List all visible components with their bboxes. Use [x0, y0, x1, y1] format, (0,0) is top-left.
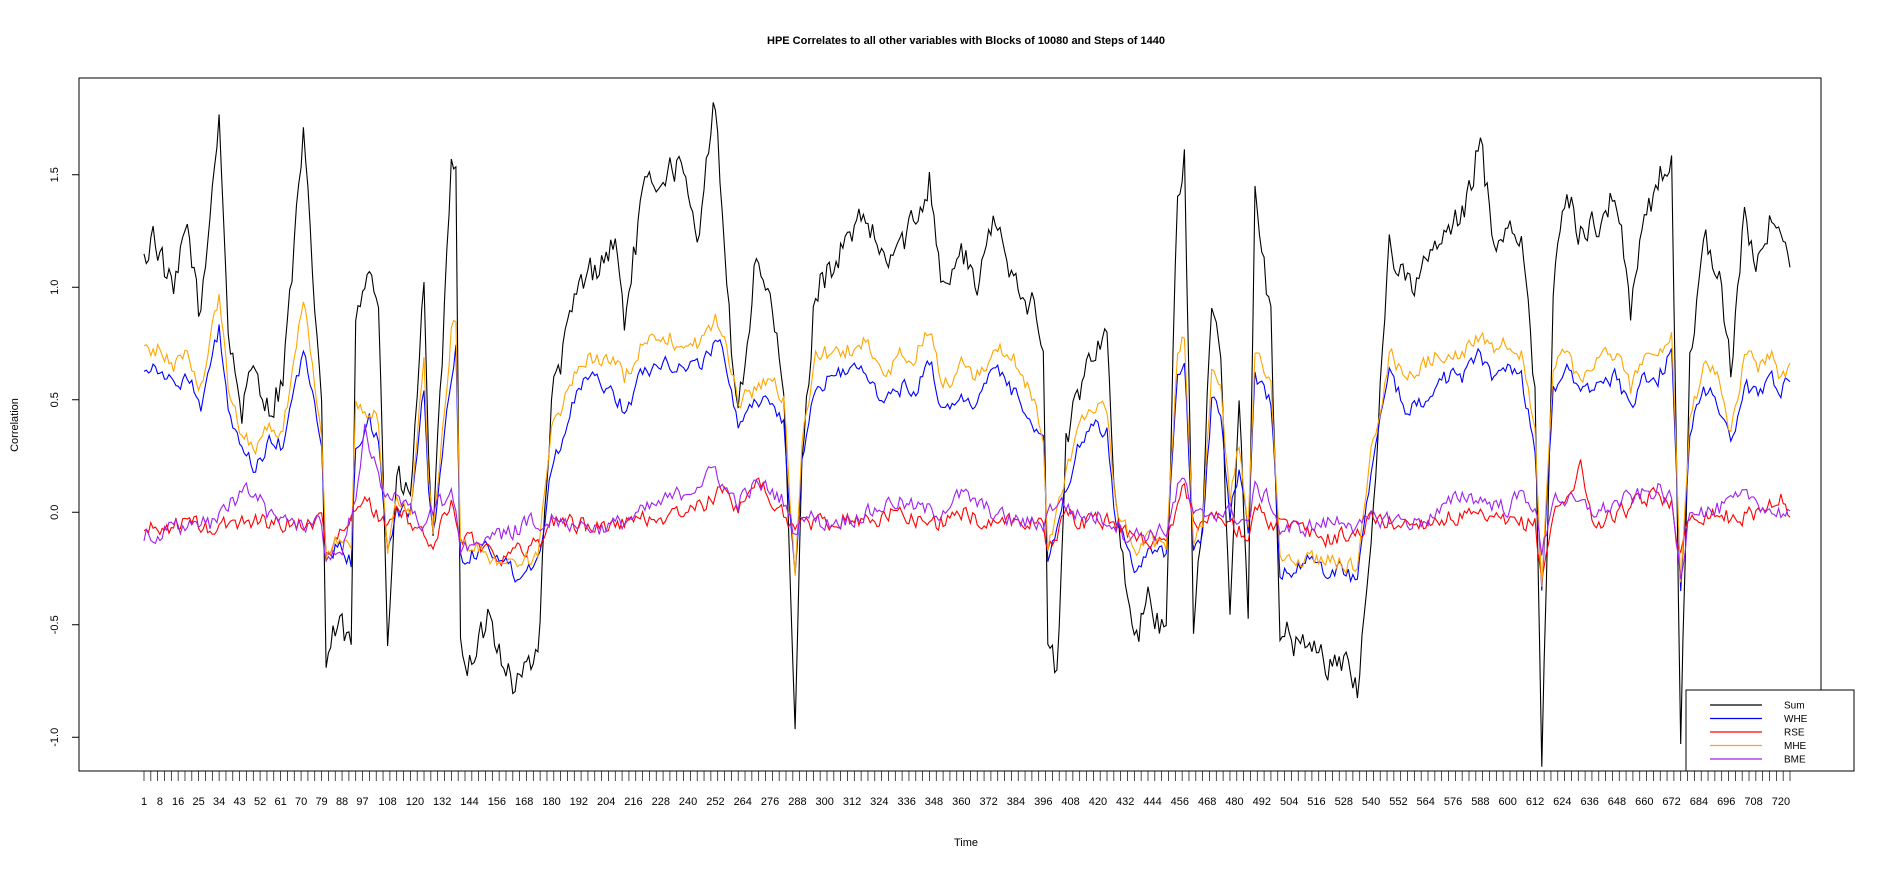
x-tick-label: 384	[1007, 796, 1025, 808]
x-tick-label: 624	[1553, 796, 1571, 808]
x-tick-label: 312	[843, 796, 861, 808]
x-tick-label: 360	[952, 796, 970, 808]
y-tick-label: -1.0	[49, 728, 61, 747]
x-tick-label: 612	[1526, 796, 1544, 808]
x-tick-label: 216	[624, 796, 642, 808]
x-tick-label: 120	[406, 796, 424, 808]
x-tick-label: 648	[1608, 796, 1626, 808]
x-tick-label: 600	[1499, 796, 1517, 808]
legend-box	[1685, 689, 1855, 772]
x-tick-label: 88	[336, 796, 348, 808]
y-axis: -1.0 -0.5 0.0 0.5 1.0 1.5	[49, 167, 79, 747]
x-tick-label: 79	[315, 796, 327, 808]
x-tick-label: 108	[378, 796, 396, 808]
x-tick-label: 300	[816, 796, 834, 808]
x-tick-label: 192	[570, 796, 588, 808]
x-tick-label: 480	[1225, 796, 1243, 808]
x-tick-label: 576	[1444, 796, 1462, 808]
x-tick-label: 156	[488, 796, 506, 808]
x-tick-label: 708	[1744, 796, 1762, 808]
series-line-whe	[143, 324, 1791, 592]
y-tick-label: 1.0	[49, 280, 61, 295]
series-line-sum	[143, 102, 1791, 767]
x-tick-label: 456	[1171, 796, 1189, 808]
chart-title: HPE Correlates to all other variables wi…	[767, 35, 1165, 47]
x-tick-label: 276	[761, 796, 779, 808]
x-tick-label: 132	[433, 796, 451, 808]
x-tick-label: 324	[870, 796, 888, 808]
x-tick-label: 372	[979, 796, 997, 808]
x-axis-label: Time	[954, 837, 978, 849]
x-tick-label: 52	[254, 796, 266, 808]
x-tick-label: 43	[233, 796, 245, 808]
x-tick-label: 144	[460, 796, 478, 808]
x-tick-label: 660	[1635, 796, 1653, 808]
y-tick-label: 0.5	[49, 392, 61, 407]
x-tick-label: 228	[652, 796, 670, 808]
legend-label-sum: Sum	[1784, 701, 1805, 712]
x-tick-label: 696	[1717, 796, 1735, 808]
x-axis: 1 8 16 25 34 43 52 61 70 79 88 97 108 120 132 144 156 168…	[141, 771, 1791, 808]
y-tick-label: -0.5	[49, 615, 61, 634]
x-tick-label: 396	[1034, 796, 1052, 808]
x-tick-label: 672	[1662, 796, 1680, 808]
x-tick-label: 588	[1471, 796, 1489, 808]
x-tick-label: 528	[1335, 796, 1353, 808]
x-tick-label: 516	[1307, 796, 1325, 808]
x-tick-label: 252	[706, 796, 724, 808]
series-line-mhe	[143, 293, 1791, 587]
x-tick-label: 1	[141, 796, 147, 808]
x-tick-label: 336	[897, 796, 915, 808]
x-tick-label: 720	[1772, 796, 1790, 808]
x-tick-label: 564	[1417, 796, 1435, 808]
x-tick-label: 204	[597, 796, 615, 808]
x-tick-label: 540	[1362, 796, 1380, 808]
x-tick-label: 240	[679, 796, 697, 808]
x-tick-label: 264	[734, 796, 752, 808]
x-tick-label: 34	[213, 796, 225, 808]
series-line-bme	[143, 423, 1791, 580]
plot-frame	[78, 77, 1822, 772]
legend-label-whe: WHE	[1784, 714, 1808, 725]
x-tick-label: 61	[274, 796, 286, 808]
series-line-rse	[143, 459, 1791, 580]
x-tick-label: 25	[193, 796, 205, 808]
y-axis-label: Correlation	[9, 398, 21, 452]
x-tick-label: 97	[356, 796, 368, 808]
x-tick-label: 408	[1061, 796, 1079, 808]
x-tick-label: 348	[925, 796, 943, 808]
x-tick-label: 16	[172, 796, 184, 808]
series-lines	[143, 102, 1791, 767]
x-tick-label: 180	[542, 796, 560, 808]
x-tick-label: 468	[1198, 796, 1216, 808]
legend: Sum WHE RSE MHE BME	[1685, 689, 1855, 772]
x-tick-label: 288	[788, 796, 806, 808]
x-tick-label: 70	[295, 796, 307, 808]
x-tick-label: 432	[1116, 796, 1134, 808]
y-tick-label: 1.5	[49, 167, 61, 182]
x-tick-label: 636	[1580, 796, 1598, 808]
y-tick-label: 0.0	[49, 505, 61, 520]
legend-label-rse: RSE	[1784, 728, 1805, 739]
x-tick-label: 444	[1143, 796, 1161, 808]
x-tick-label: 168	[515, 796, 533, 808]
x-tick-label: 504	[1280, 796, 1298, 808]
x-tick-label: 552	[1389, 796, 1407, 808]
legend-label-bme: BME	[1784, 755, 1806, 766]
x-tick-label: 492	[1253, 796, 1271, 808]
x-tick-label: 684	[1690, 796, 1708, 808]
legend-label-mhe: MHE	[1784, 741, 1807, 752]
x-tick-label: 420	[1089, 796, 1107, 808]
x-tick-label: 8	[157, 796, 163, 808]
